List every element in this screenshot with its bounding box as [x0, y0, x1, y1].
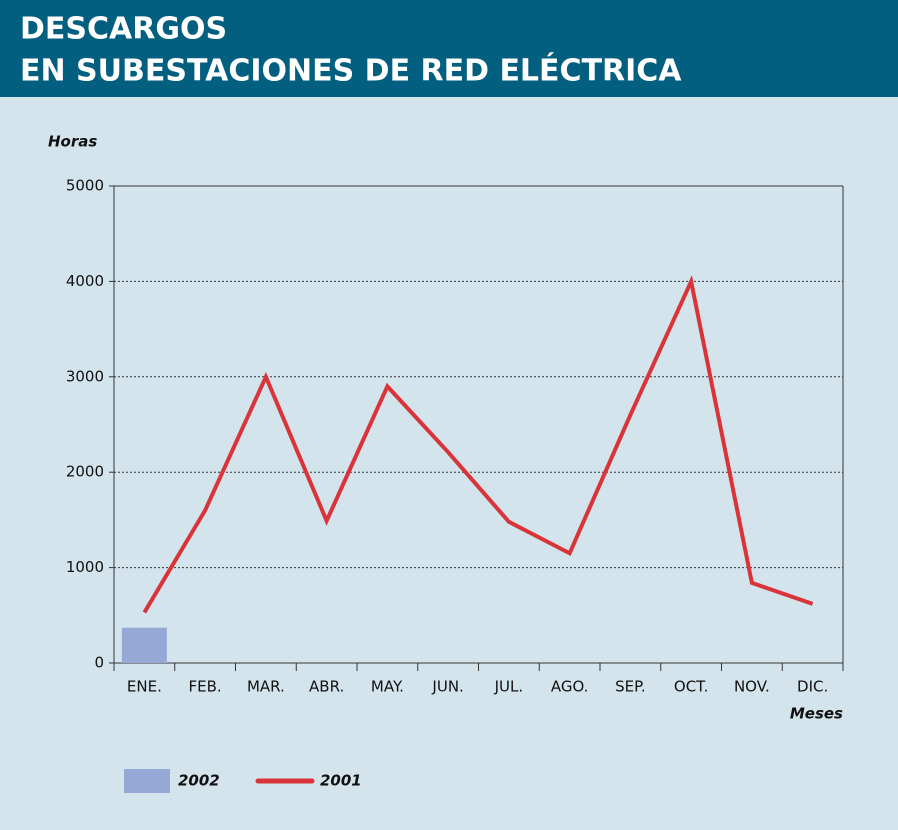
y-tick-label: 0 [94, 654, 104, 672]
x-tick-label: AGO. [551, 678, 589, 696]
x-tick-label: OCT. [674, 678, 708, 696]
x-tick-label: NOV. [734, 678, 770, 696]
y-tick-label: 3000 [66, 367, 104, 385]
legend-swatch [124, 769, 170, 793]
x-tick-label: DIC. [797, 678, 828, 696]
x-tick-label: JUL. [494, 678, 524, 696]
y-tick-label: 1000 [66, 558, 104, 576]
x-tick-label: MAR. [247, 678, 285, 696]
legend-label: 2002 [178, 772, 220, 790]
header [0, 0, 898, 97]
x-tick-label: JUN. [431, 678, 463, 696]
x-axis-label: Meses [790, 705, 843, 723]
chart-title: DESCARGOS [20, 12, 227, 47]
x-tick-label: MAY. [371, 678, 404, 696]
x-tick-label: SEP. [615, 678, 645, 696]
y-tick-label: 5000 [66, 177, 104, 195]
bar [121, 627, 167, 663]
line [142, 274, 814, 614]
y-axis-label: Horas [48, 133, 97, 151]
y-tick-label: 4000 [66, 272, 104, 290]
y-tick-label: 2000 [66, 463, 104, 481]
x-tick-label: ENE. [127, 678, 162, 696]
x-tick-label: FEB. [189, 678, 222, 696]
chart-title: EN SUBESTACIONES DE RED ELÉCTRICA [20, 53, 682, 89]
x-tick-label: ABR. [309, 678, 344, 696]
legend-label: 2001 [320, 772, 362, 790]
